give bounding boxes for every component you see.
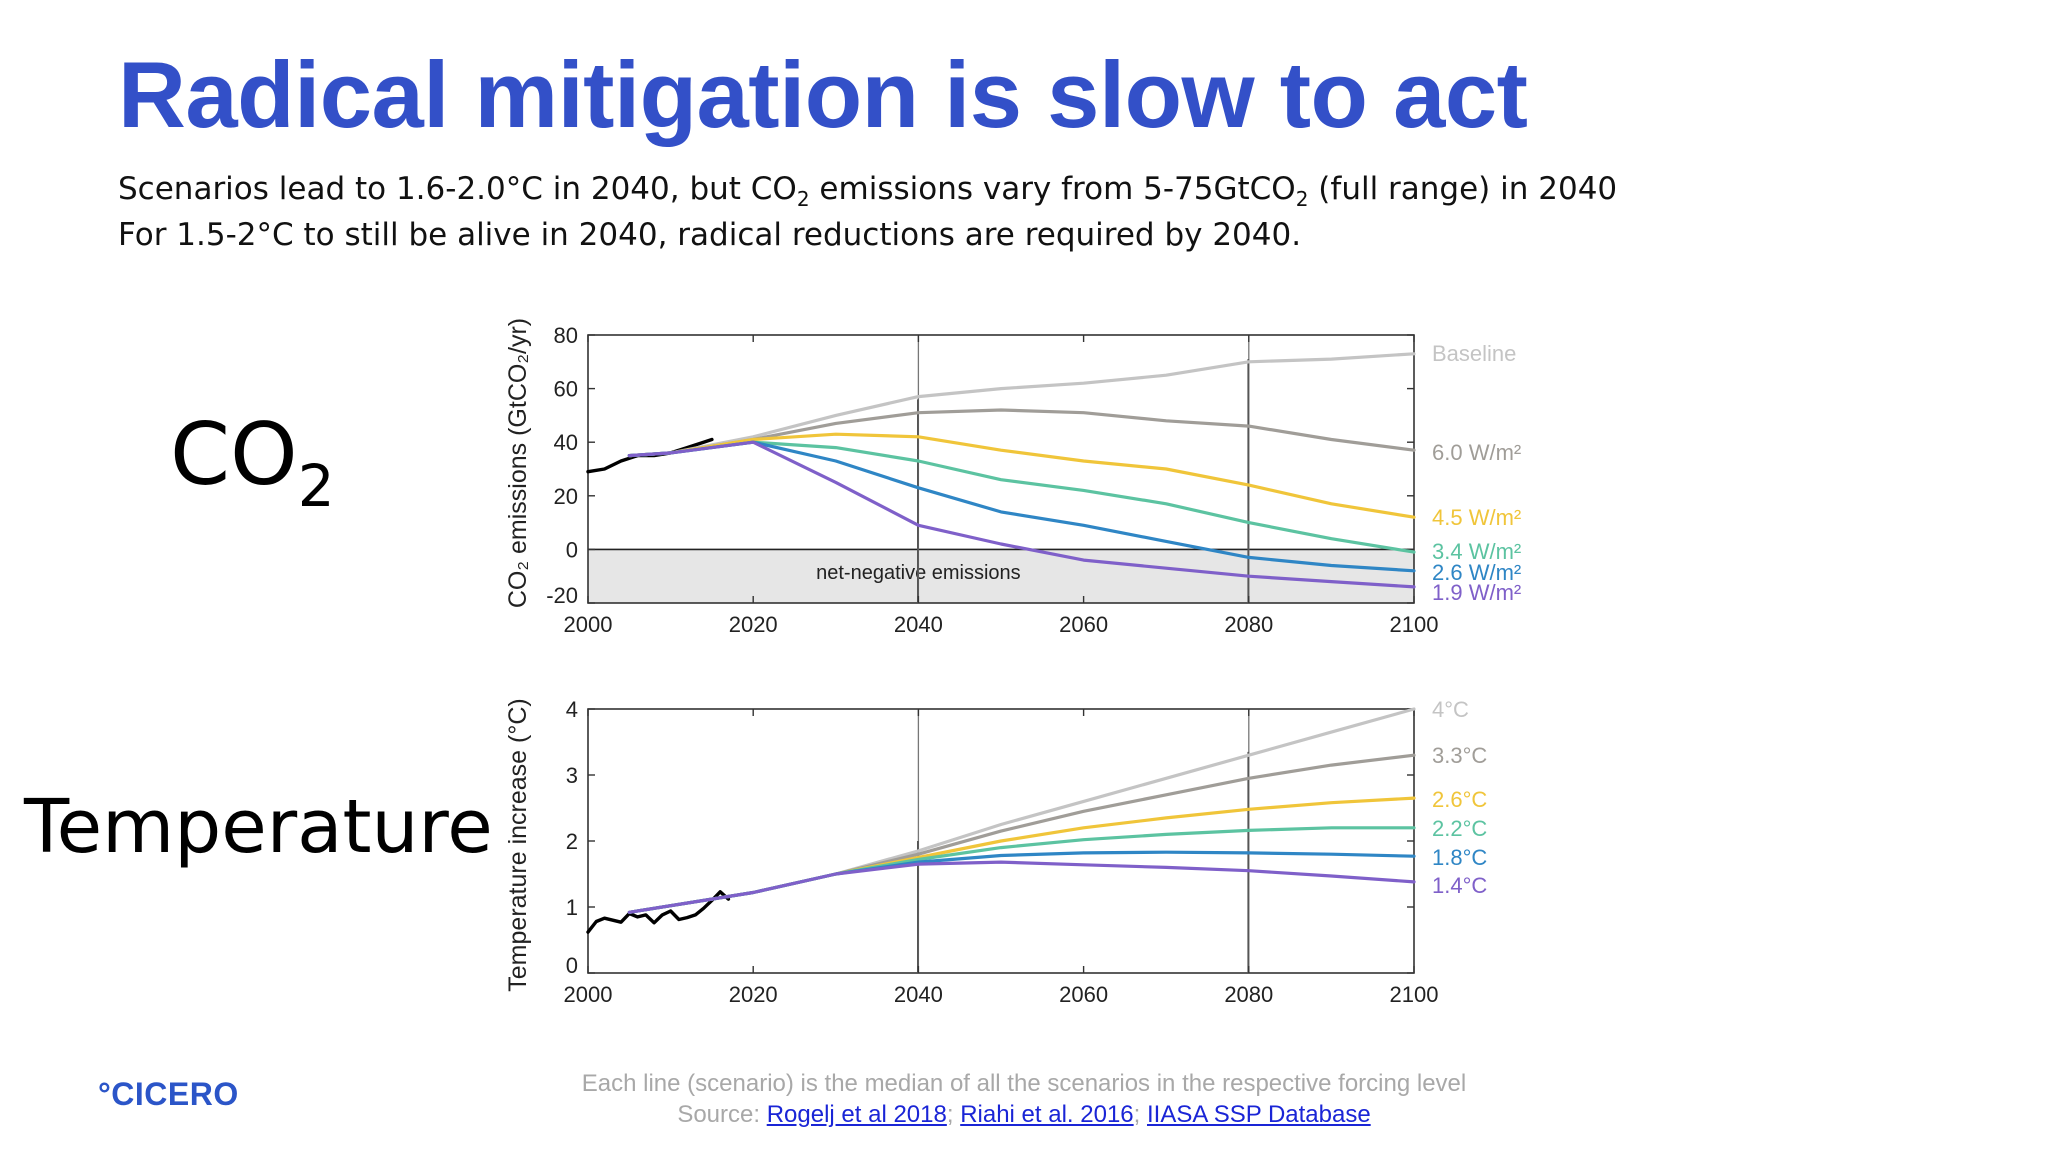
- slide-title: Radical mitigation is slow to act: [118, 42, 1528, 147]
- temp-series-label: 2.2°C: [1432, 816, 1487, 841]
- source-link-riahi[interactable]: Riahi et al. 2016: [960, 1101, 1134, 1128]
- temp-series-line-historical: [586, 890, 731, 934]
- co2-plot-frame: [587, 334, 1415, 604]
- x-tick-label: 2100: [1390, 612, 1439, 637]
- x-tick-label: 2020: [729, 982, 778, 1007]
- co2-series-line-historical: [586, 437, 714, 474]
- subtitle: Scenarios lead to 1.6-2.0°C in 2040, but…: [118, 166, 1617, 258]
- x-tick-label: 2060: [1059, 982, 1108, 1007]
- co2-series-line-6: [627, 440, 1416, 589]
- x-tick-label: 2000: [564, 612, 613, 637]
- y-tick-label: 40: [554, 430, 578, 455]
- subtitle-line-2: For 1.5-2°C to still be alive in 2040, r…: [118, 217, 1302, 253]
- subtitle-line-1: Scenarios lead to 1.6-2.0°C in 2040, but…: [118, 171, 1618, 211]
- x-tick-label: 2080: [1224, 982, 1273, 1007]
- co2-section-label: CO2: [170, 405, 335, 520]
- net-negative-region: [588, 549, 1414, 603]
- co2-series-label: 3.4 W/m²: [1432, 539, 1521, 564]
- co2-series-line-1: [627, 352, 1416, 458]
- y-tick-label: 1: [566, 895, 578, 920]
- temperature-section-label: Temperature: [24, 784, 493, 870]
- y-tick-label: 0: [566, 953, 578, 978]
- y-tick-label: 80: [554, 323, 578, 348]
- y-tick-label: -20: [546, 583, 578, 608]
- temp-series-label: 3.3°C: [1432, 743, 1487, 768]
- cicero-logo: °CICERO: [98, 1076, 239, 1112]
- co2-series-label: 1.9 W/m²: [1432, 580, 1521, 605]
- x-tick-label: 2040: [894, 612, 943, 637]
- co2-series-label: Baseline: [1432, 341, 1516, 366]
- x-tick-label: 2060: [1059, 612, 1108, 637]
- co2-y-axis-title: CO₂ emissions (GtCO₂/yr): [504, 318, 532, 608]
- y-tick-label: 4: [566, 697, 578, 722]
- source-link-rogelj[interactable]: Rogelj et al 2018: [766, 1101, 947, 1128]
- x-tick-label: 2020: [729, 612, 778, 637]
- temp-series-line-6: [627, 860, 1416, 914]
- x-tick-label: 2040: [894, 982, 943, 1007]
- temp-y-axis-title: Temperature increase (°C): [504, 698, 532, 991]
- y-tick-label: 2: [566, 829, 578, 854]
- temp-series-line-1: [627, 707, 1416, 914]
- y-tick-label: 0: [566, 537, 578, 562]
- temp-series-label: 4°C: [1432, 697, 1469, 722]
- y-tick-label: 20: [554, 484, 578, 509]
- source-line: Source: Rogelj et al 2018; Riahi et al. …: [677, 1101, 1371, 1128]
- y-tick-label: 3: [566, 763, 578, 788]
- x-tick-label: 2000: [564, 982, 613, 1007]
- temp-series-line-2: [627, 753, 1416, 914]
- footer-note: Each line (scenario) is the median of al…: [581, 1070, 1467, 1097]
- y-tick-label: 60: [554, 377, 578, 402]
- temp-series-label: 2.6°C: [1432, 787, 1487, 812]
- temp-series-line-4: [627, 826, 1416, 914]
- co2-series-label: 4.5 W/m²: [1432, 505, 1521, 530]
- source-link-iiasa[interactable]: IIASA SSP Database: [1146, 1101, 1371, 1128]
- temp-series-label: 1.4°C: [1432, 873, 1487, 898]
- co2-series-label: 6.0 W/m²: [1432, 440, 1521, 465]
- co2-series-line-3: [627, 432, 1416, 519]
- co2-series-line-2: [627, 408, 1416, 458]
- x-tick-label: 2100: [1390, 982, 1439, 1007]
- co2-series-label: 2.6 W/m²: [1432, 560, 1521, 585]
- temp-series-label: 1.8°C: [1432, 845, 1487, 870]
- x-tick-label: 2080: [1224, 612, 1273, 637]
